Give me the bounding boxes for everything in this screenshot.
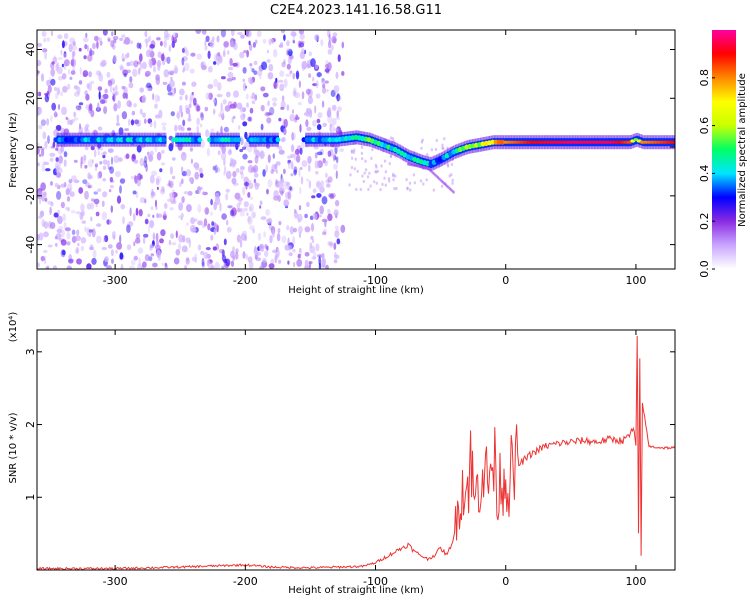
spectrogram-x-tick-label: -300 — [103, 274, 128, 287]
snr-frame — [36, 329, 676, 571]
colorbar-label: Normalized spectral amplitude — [737, 73, 748, 227]
spectrogram-x-tick-label: -200 — [233, 274, 258, 287]
snr-x-axis-label: Height of straight line (km) — [288, 585, 424, 596]
colorbar-tick-label: 0.0 — [698, 260, 711, 278]
snr-x-tick-label: -100 — [363, 575, 388, 588]
colorbar-tick-label: 0.4 — [698, 165, 711, 183]
figure-title: C2E4.2023.141.16.58.G11 — [270, 3, 442, 18]
snr-x-tick-label: 100 — [625, 575, 646, 588]
spectrogram-background — [37, 30, 675, 269]
snr-y-tick-label: 3 — [24, 348, 37, 355]
colorbar-tick-label: 0.8 — [698, 69, 711, 87]
colorbar-ticks: 0.0 0.2 0.4 0.6 0.8 — [698, 69, 715, 278]
snr-y-multiplier: (x10⁴) — [8, 312, 19, 343]
colorbar-tick-label: 0.2 — [698, 212, 711, 230]
snr-x-tick-label: 0 — [502, 575, 509, 588]
spectrogram-plot-area — [37, 30, 675, 269]
snr-x-tick-label: -200 — [233, 575, 258, 588]
spectrogram-y-tick-label: 0 — [24, 144, 37, 151]
snr-y-axis-label: SNR (10 * v/v) — [8, 412, 19, 483]
spectrogram-y-tick-label: 40 — [24, 43, 37, 57]
spectrogram-y-axis-label: Frequency (Hz) — [8, 112, 19, 188]
snr-axes: -300 -200 -100 0 100 1 2 3 — [24, 330, 675, 588]
colorbar-gradient — [712, 30, 736, 269]
colorbar-tick-label: 0.6 — [698, 117, 711, 135]
spectrogram-y-tick-label: -40 — [24, 236, 37, 254]
snr-y-tick-label: 2 — [24, 421, 37, 428]
spectrogram-x-tick-label: 100 — [625, 274, 646, 287]
spectrogram-x-tick-label: 0 — [502, 274, 509, 287]
spectrogram-y-tick-label: 20 — [24, 91, 37, 105]
snr-series-line — [37, 335, 675, 570]
spectrogram-frame — [36, 29, 676, 270]
colorbar: 0.0 0.2 0.4 0.6 0.8 Normalized spectral ampl… — [698, 30, 748, 278]
snr-background — [37, 330, 675, 570]
spectrogram-x-axis-label: Height of straight line (km) — [288, 285, 424, 296]
spectrogram-y-tick-label: -20 — [24, 187, 37, 205]
snr-y-tick-label: 1 — [24, 494, 37, 501]
snr-plot-area — [37, 335, 675, 570]
spectrogram-x-tick-label: -100 — [363, 274, 388, 287]
snr-x-tick-label: -300 — [103, 575, 128, 588]
snr-panel: -300 -200 -100 0 100 1 2 3 Height of straight l… — [8, 312, 676, 596]
